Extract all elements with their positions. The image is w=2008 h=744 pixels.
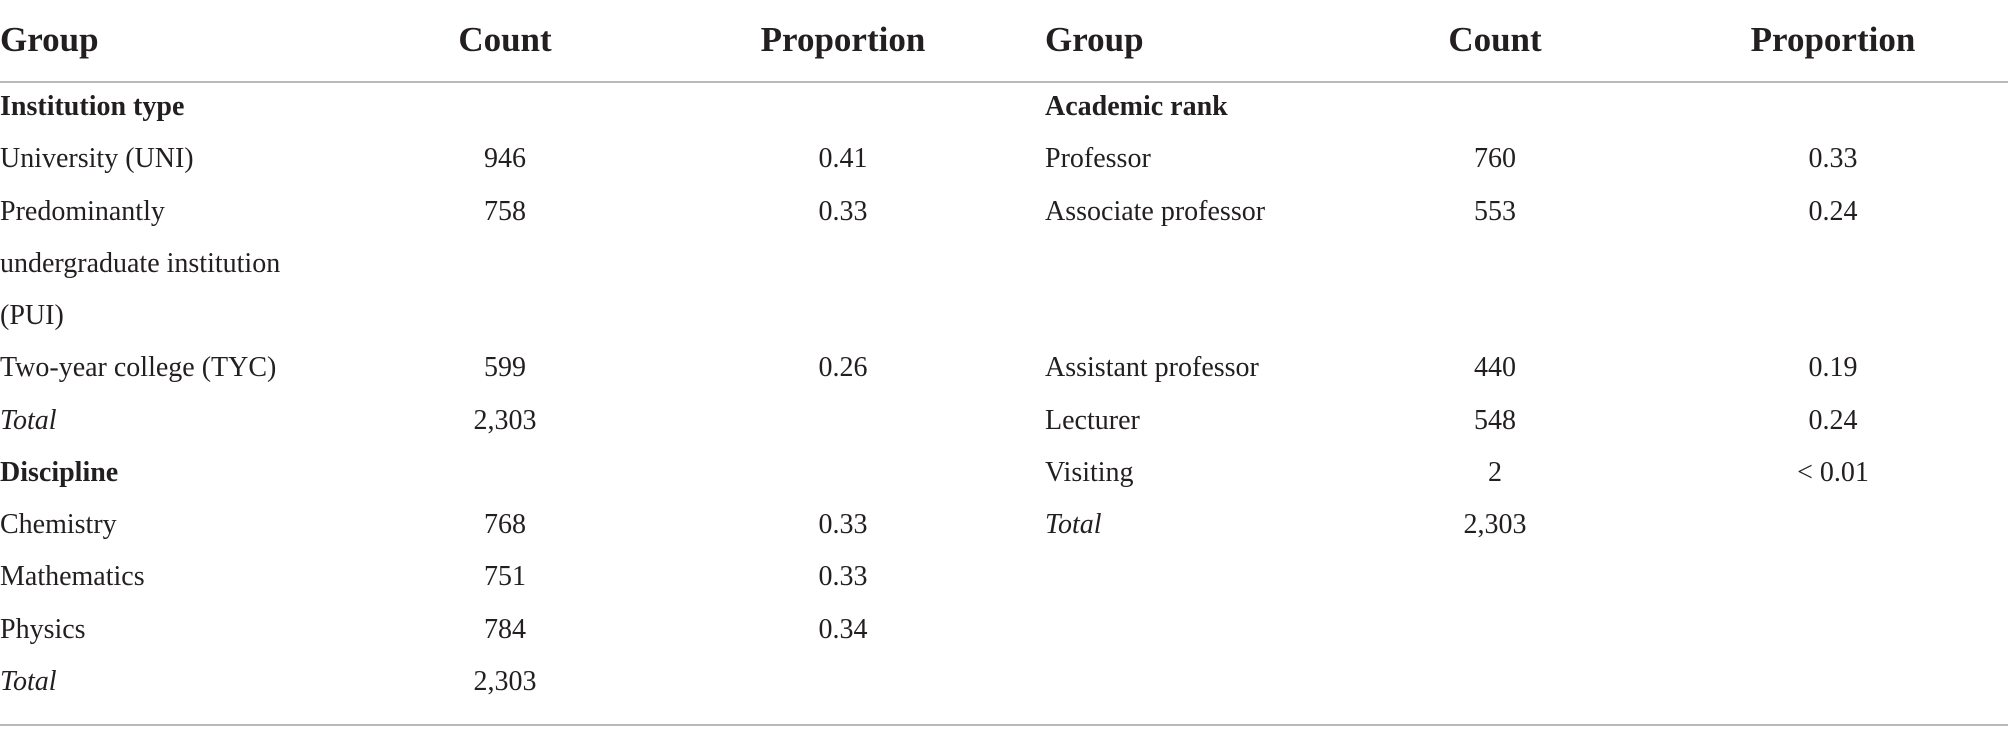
row-proportion: 0.33	[818, 561, 868, 592]
total-label: Total	[0, 405, 57, 436]
row-proportion: 0.33	[818, 196, 868, 227]
row-count: 553	[1474, 196, 1516, 227]
row-proportion: 0.33	[1808, 143, 1858, 174]
section-title-institution-type: Institution type	[0, 91, 185, 122]
row-group: Two-year college (TYC)	[0, 352, 277, 383]
row-count: 784	[484, 614, 526, 645]
row-count: 760	[1474, 143, 1516, 174]
row-group: Assistant professor	[1045, 352, 1259, 383]
header-proportion-right: Proportion	[1750, 20, 1916, 59]
row-count: 440	[1474, 352, 1516, 383]
row-count: 768	[484, 509, 526, 540]
row-proportion: 0.19	[1808, 352, 1858, 383]
row-group: Lecturer	[1045, 405, 1140, 436]
row-group: Physics	[0, 614, 86, 645]
row-group: Visiting	[1045, 457, 1134, 488]
row-group: Professor	[1045, 143, 1151, 174]
header-rule	[0, 81, 2008, 83]
row-group: Chemistry	[0, 509, 117, 540]
row-proportion: 0.33	[818, 509, 868, 540]
total-count: 2,303	[1463, 509, 1527, 540]
row-proportion: < 0.01	[1797, 457, 1869, 488]
table-header: Group Count Proportion Group Count Propo…	[0, 0, 2008, 82]
row-count: 751	[484, 561, 526, 592]
total-label: Total	[1045, 509, 1102, 540]
header-proportion-left: Proportion	[760, 20, 926, 59]
row-count: 758	[484, 196, 526, 227]
row-proportion: 0.34	[818, 614, 868, 645]
row-proportion: 0.24	[1808, 405, 1858, 436]
row-count: 946	[484, 143, 526, 174]
row-group: Associate professor	[1045, 196, 1266, 227]
row-group-line-2: undergraduate institution	[0, 248, 281, 279]
row-group-line-3: (PUI)	[0, 300, 64, 331]
row-proportion: 0.26	[818, 352, 868, 383]
total-label: Total	[0, 666, 57, 697]
row-proportion: 0.41	[818, 143, 868, 174]
row-count: 548	[1474, 405, 1516, 436]
total-count: 2,303	[473, 666, 537, 697]
row-count: 2	[1488, 457, 1502, 488]
row-group: Mathematics	[0, 561, 145, 592]
section-title-academic-rank: Academic rank	[1045, 91, 1228, 122]
header-count-left: Count	[458, 20, 552, 59]
row-group: University (UNI)	[0, 143, 194, 174]
header-count-right: Count	[1448, 20, 1542, 59]
header-group-right: Group	[1045, 20, 1144, 59]
section-title-discipline: Discipline	[0, 457, 119, 488]
header-group-left: Group	[0, 20, 99, 59]
bottom-rule	[0, 724, 2008, 726]
row-count: 599	[484, 352, 526, 383]
row-group-line-1: Predominantly	[0, 196, 165, 227]
row-proportion: 0.24	[1808, 196, 1858, 227]
total-count: 2,303	[473, 405, 537, 436]
